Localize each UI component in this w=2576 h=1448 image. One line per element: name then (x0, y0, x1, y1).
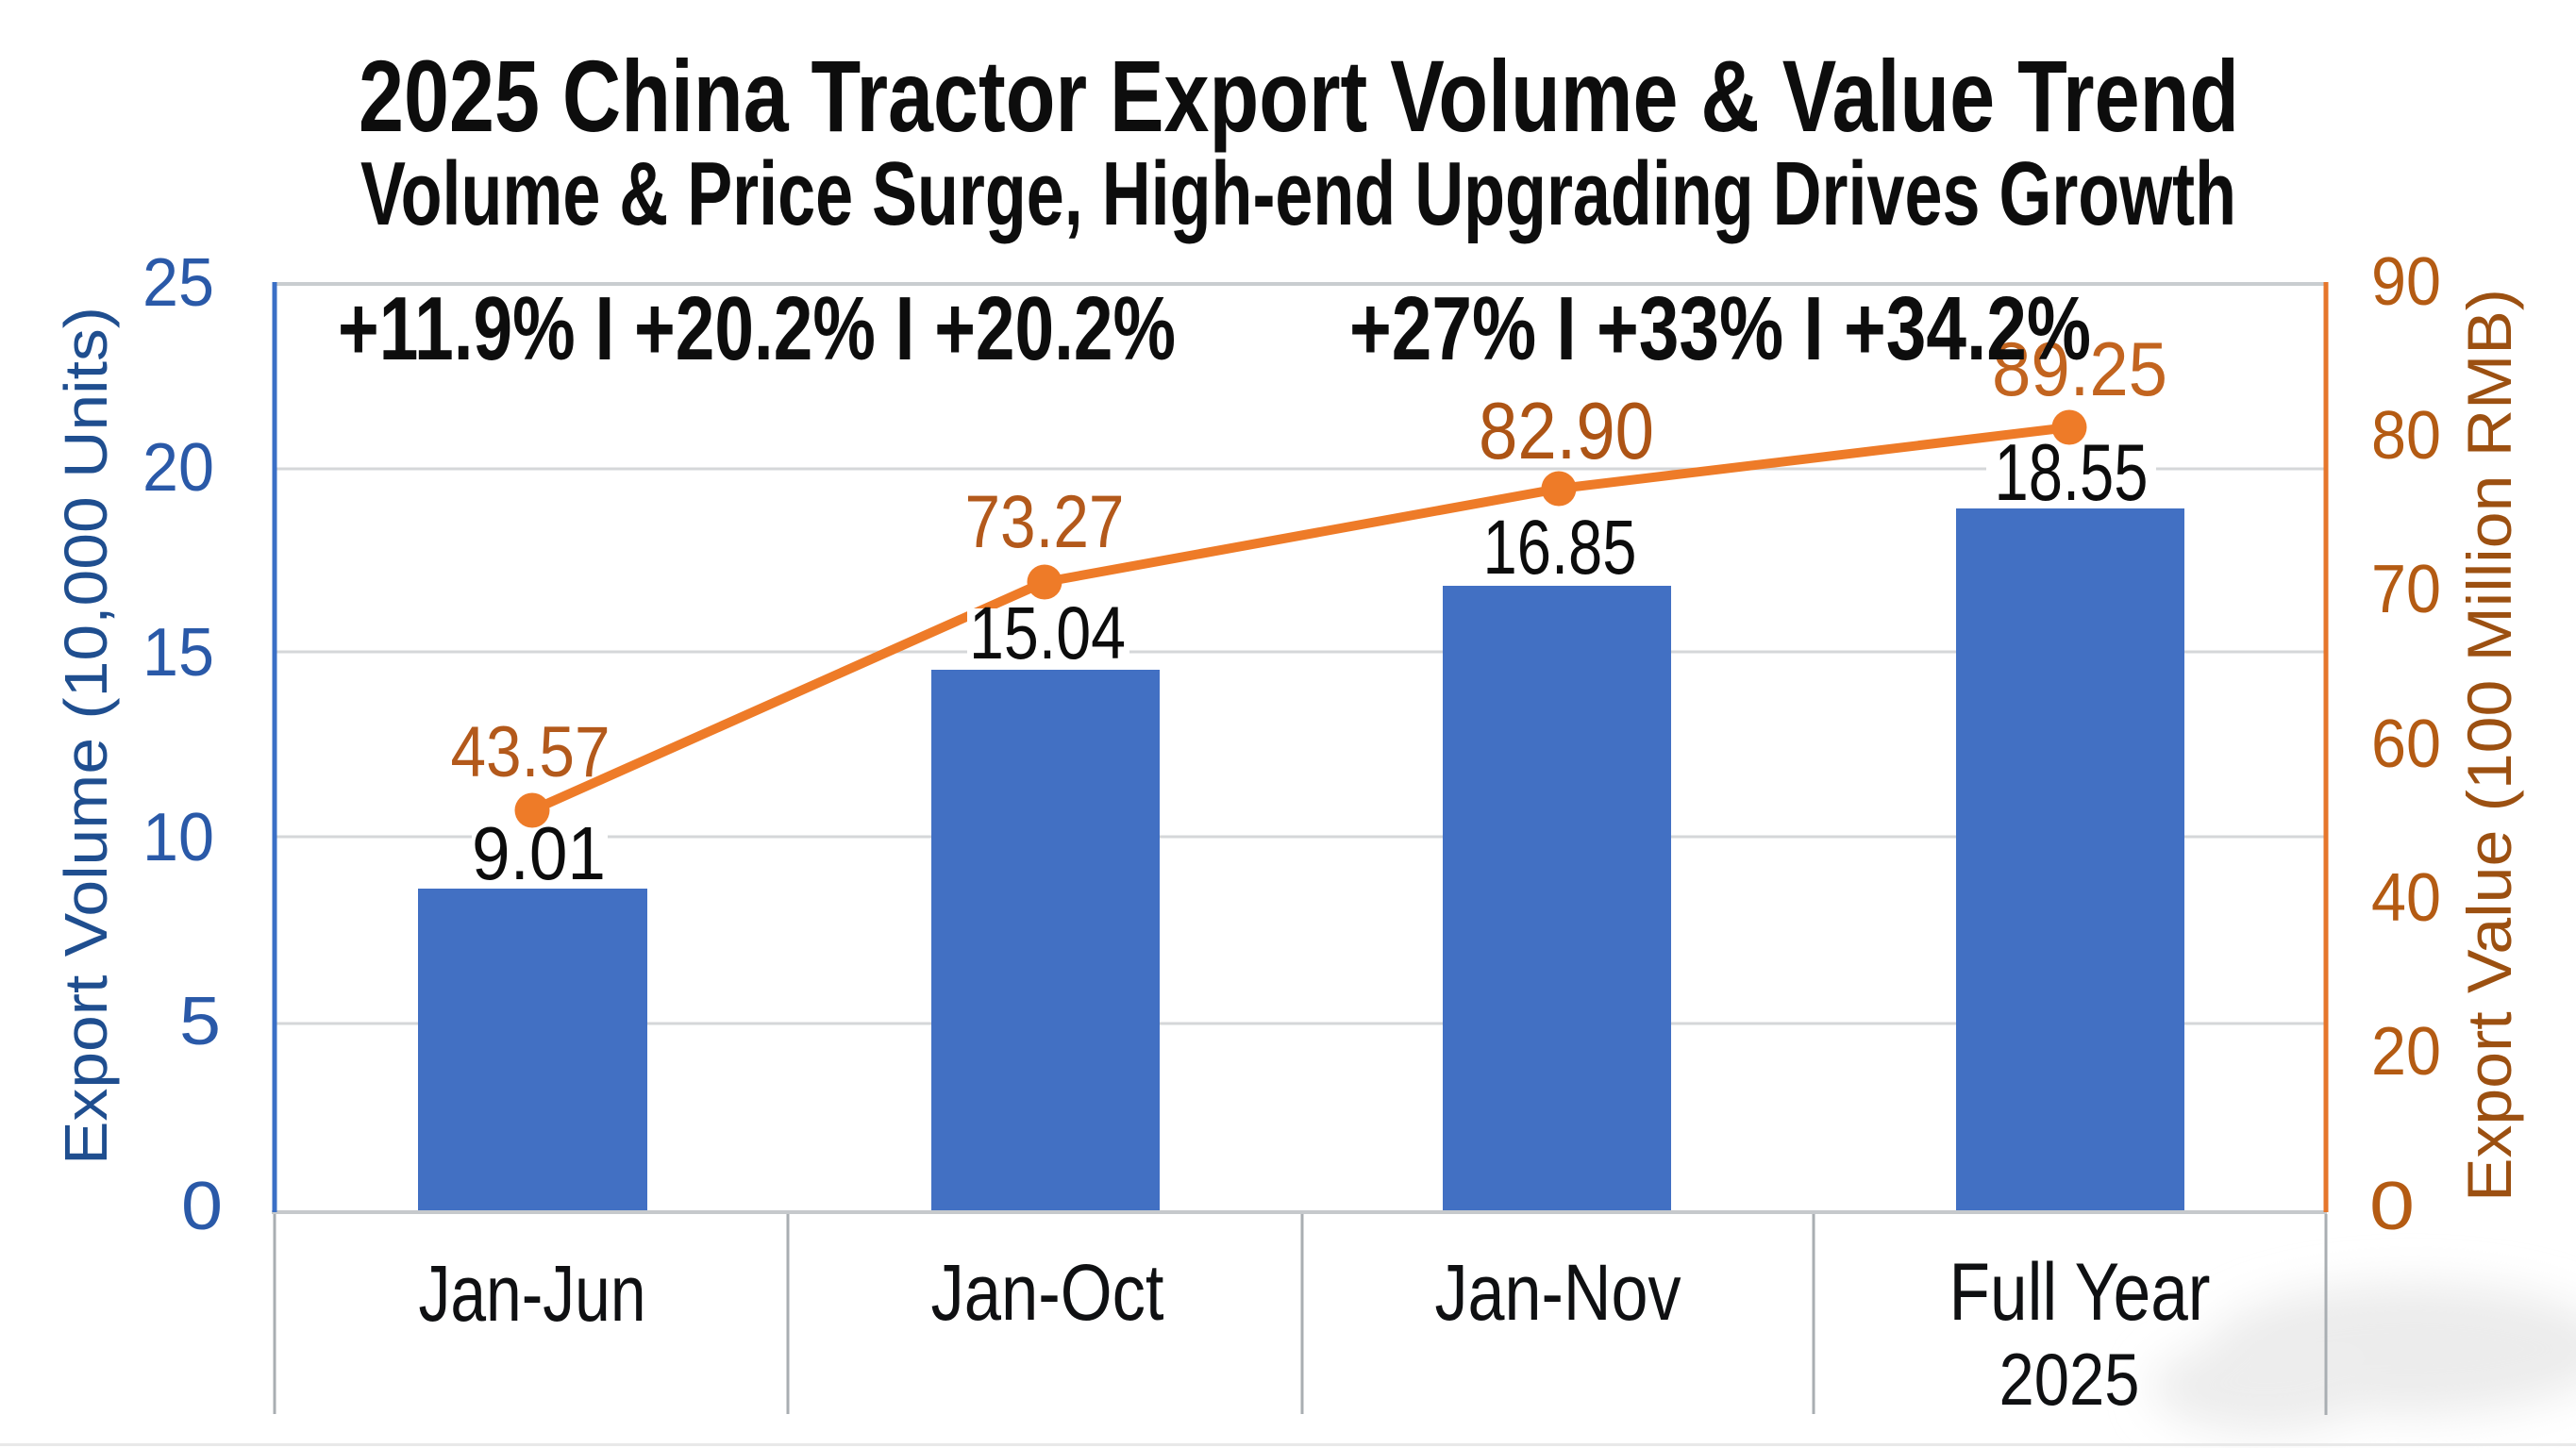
svg-text:2025 China Tractor Export Volu: 2025 China Tractor Export Volume & Value… (359, 39, 2239, 153)
svg-text:+27% Ι +33% Ι +34.2%: +27% Ι +33% Ι +34.2% (1349, 278, 2091, 379)
svg-text:18.55: 18.55 (1995, 428, 2149, 518)
svg-text:2025: 2025 (1999, 1338, 2140, 1421)
svg-text:43.57: 43.57 (451, 712, 611, 792)
svg-text:Jan-Nov: Jan-Nov (1435, 1248, 1681, 1337)
svg-text:Volume & Price Surge, High-end: Volume & Price Surge, High-end Upgrading… (360, 143, 2236, 244)
svg-text:15.04: 15.04 (969, 591, 1126, 674)
svg-text:60: 60 (2371, 707, 2441, 782)
svg-text:80: 80 (2371, 398, 2441, 474)
svg-text:Export Value (100 Million RMB): Export Value (100 Million RMB) (2454, 289, 2524, 1202)
svg-text:73.27: 73.27 (965, 479, 1125, 563)
svg-text:20: 20 (142, 430, 214, 506)
svg-text:Jan-Oct: Jan-Oct (931, 1248, 1164, 1337)
svg-text:Export Volume (10,000 Units): Export Volume (10,000 Units) (52, 307, 120, 1165)
svg-text:Full Year: Full Year (1949, 1247, 2211, 1338)
svg-text:40: 40 (2371, 860, 2441, 936)
svg-text:20: 20 (2371, 1014, 2441, 1090)
svg-text:70: 70 (2371, 552, 2441, 627)
svg-text:16.85: 16.85 (1483, 505, 1637, 591)
svg-text:0: 0 (181, 1169, 223, 1244)
svg-text:10: 10 (142, 800, 214, 875)
svg-text:0: 0 (2369, 1169, 2415, 1244)
svg-text:25: 25 (142, 245, 214, 321)
svg-text:+11.9% Ι +20.2% Ι +20.2%: +11.9% Ι +20.2% Ι +20.2% (338, 278, 1176, 379)
svg-text:5: 5 (179, 984, 221, 1059)
svg-text:82.90: 82.90 (1479, 387, 1654, 476)
svg-text:90: 90 (2371, 244, 2441, 320)
svg-text:15: 15 (142, 615, 214, 691)
svg-text:Jan-Jun: Jan-Jun (419, 1249, 646, 1338)
svg-text:9.01: 9.01 (472, 811, 606, 895)
svg-text:89.25: 89.25 (1992, 327, 2167, 412)
